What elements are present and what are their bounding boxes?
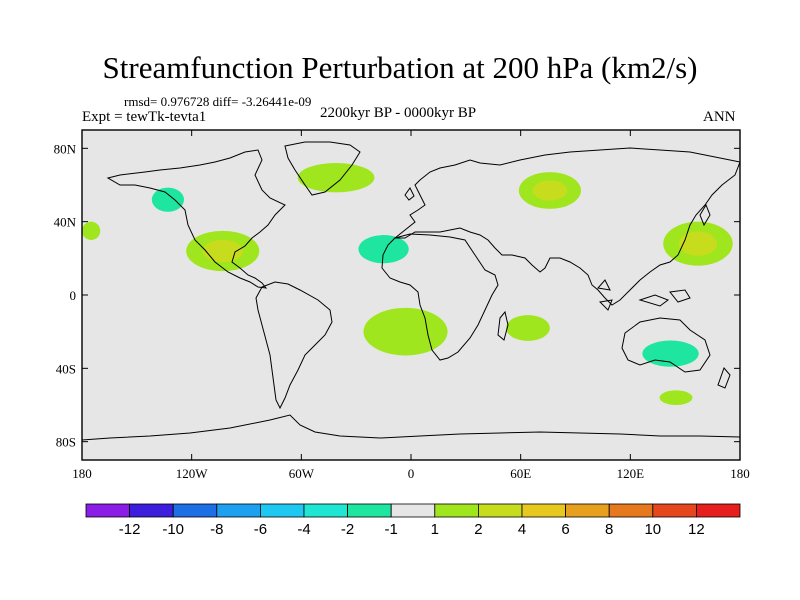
colorbar-label: -6 [254, 521, 267, 538]
colorbar-label: 4 [518, 521, 526, 538]
japan-coast [699, 203, 711, 227]
colorbar-label: 6 [561, 521, 569, 538]
field-nw-pacific-pos-core [678, 231, 718, 256]
colorbar-label: 12 [688, 521, 705, 538]
rmsd-diff-stats: rmsd= 0.976728 diff= -3.26441e-09 [124, 94, 312, 109]
colorbar: -12 -10 -8 -6 -4 -2 -1 1 2 4 6 8 10 12 [85, 503, 741, 538]
colorbar-label: 2 [474, 521, 482, 538]
lat-tick-label: 40S [56, 361, 76, 376]
new-zealand-coast [717, 367, 731, 389]
north-america-coast [106, 149, 286, 289]
lat-tick-label: 80N [54, 141, 77, 156]
lon-tick-label: 180 [72, 466, 92, 481]
colorbar-swatch [652, 503, 697, 518]
field-s-atlantic-pos [363, 307, 448, 356]
colorbar-swatch [696, 503, 741, 518]
lon-tick-label: 60W [289, 466, 315, 481]
lon-tick-label: 120W [176, 466, 209, 481]
colorbar-label: -10 [162, 521, 184, 538]
colorbar-swatch [347, 503, 392, 518]
colorbar-label: -2 [341, 521, 354, 538]
eurasia-coast [393, 147, 740, 306]
contour-fields [82, 155, 733, 411]
colorbar-swatch [129, 503, 174, 518]
colorbar-label: -4 [297, 521, 310, 538]
colorbar-label: -1 [385, 521, 398, 538]
australia-coast [621, 317, 711, 373]
field-s-pacific-neg-2 [131, 351, 201, 374]
field-atlantic-neg-core [358, 235, 409, 264]
colorbar-label: -12 [119, 521, 141, 538]
map-axes: 180 120W 60W 0 60E 120E 180 80N 40N 0 40S 80S [54, 130, 750, 481]
colorbar-swatch [216, 503, 261, 518]
field-w-atlantic-pos [82, 221, 101, 240]
field-n-pacific-neg-core [151, 187, 184, 212]
field-europe-neg [407, 155, 470, 189]
colorbar-label: 1 [431, 521, 439, 538]
field-n-america-pos-core [202, 239, 243, 263]
greenland-coast [284, 141, 361, 196]
colorbar-swatch [521, 503, 566, 518]
colorbar-swatch [477, 503, 523, 518]
lat-tick-label: 40N [54, 215, 77, 230]
map-background [82, 130, 740, 460]
field-se-pacific-neg [103, 388, 141, 411]
maritime-islands [597, 279, 691, 311]
lon-tick-label: 180 [730, 466, 750, 481]
lat-tick-label: 80S [56, 435, 76, 450]
season-label: ANN [703, 109, 736, 125]
colorbar-swatch [85, 503, 130, 518]
field-w-siberia-pos-core [532, 180, 568, 201]
field-s-pacific-neg [92, 307, 181, 338]
field-n-atlantic-pos [297, 163, 375, 193]
africa-coast [381, 233, 499, 361]
lon-tick-label: 60E [510, 466, 531, 481]
colorbar-label: -8 [210, 521, 223, 538]
experiment-label: Expt = tewTk-tevta1 [82, 109, 207, 125]
lat-tick-label: 0 [70, 288, 77, 303]
colorbar-label: 10 [644, 521, 661, 538]
colorbar-swatch [303, 503, 348, 518]
map-title: Streamfunction Perturbation at 200 hPa (… [102, 50, 698, 85]
field-s-ocean-pos [659, 390, 693, 405]
antarctica-coast [82, 414, 740, 441]
colorbar-swatch [434, 503, 479, 518]
colorbar-swatch [608, 503, 654, 518]
colorbar-swatch [259, 503, 305, 518]
coastlines [82, 141, 740, 441]
field-s-indian-pos [506, 315, 550, 341]
colorbar-swatch [565, 503, 610, 518]
lon-tick-label: 0 [408, 466, 415, 481]
period-label: 2200kyr BP - 0000kyr BP [320, 105, 477, 121]
colorbar-swatch [390, 503, 436, 518]
uk-coast [404, 187, 415, 201]
lon-tick-label: 120E [617, 466, 645, 481]
colorbar-label: 8 [605, 521, 613, 538]
colorbar-swatch [172, 503, 218, 518]
madagascar-coast [497, 310, 509, 341]
south-america-coast [255, 281, 333, 410]
